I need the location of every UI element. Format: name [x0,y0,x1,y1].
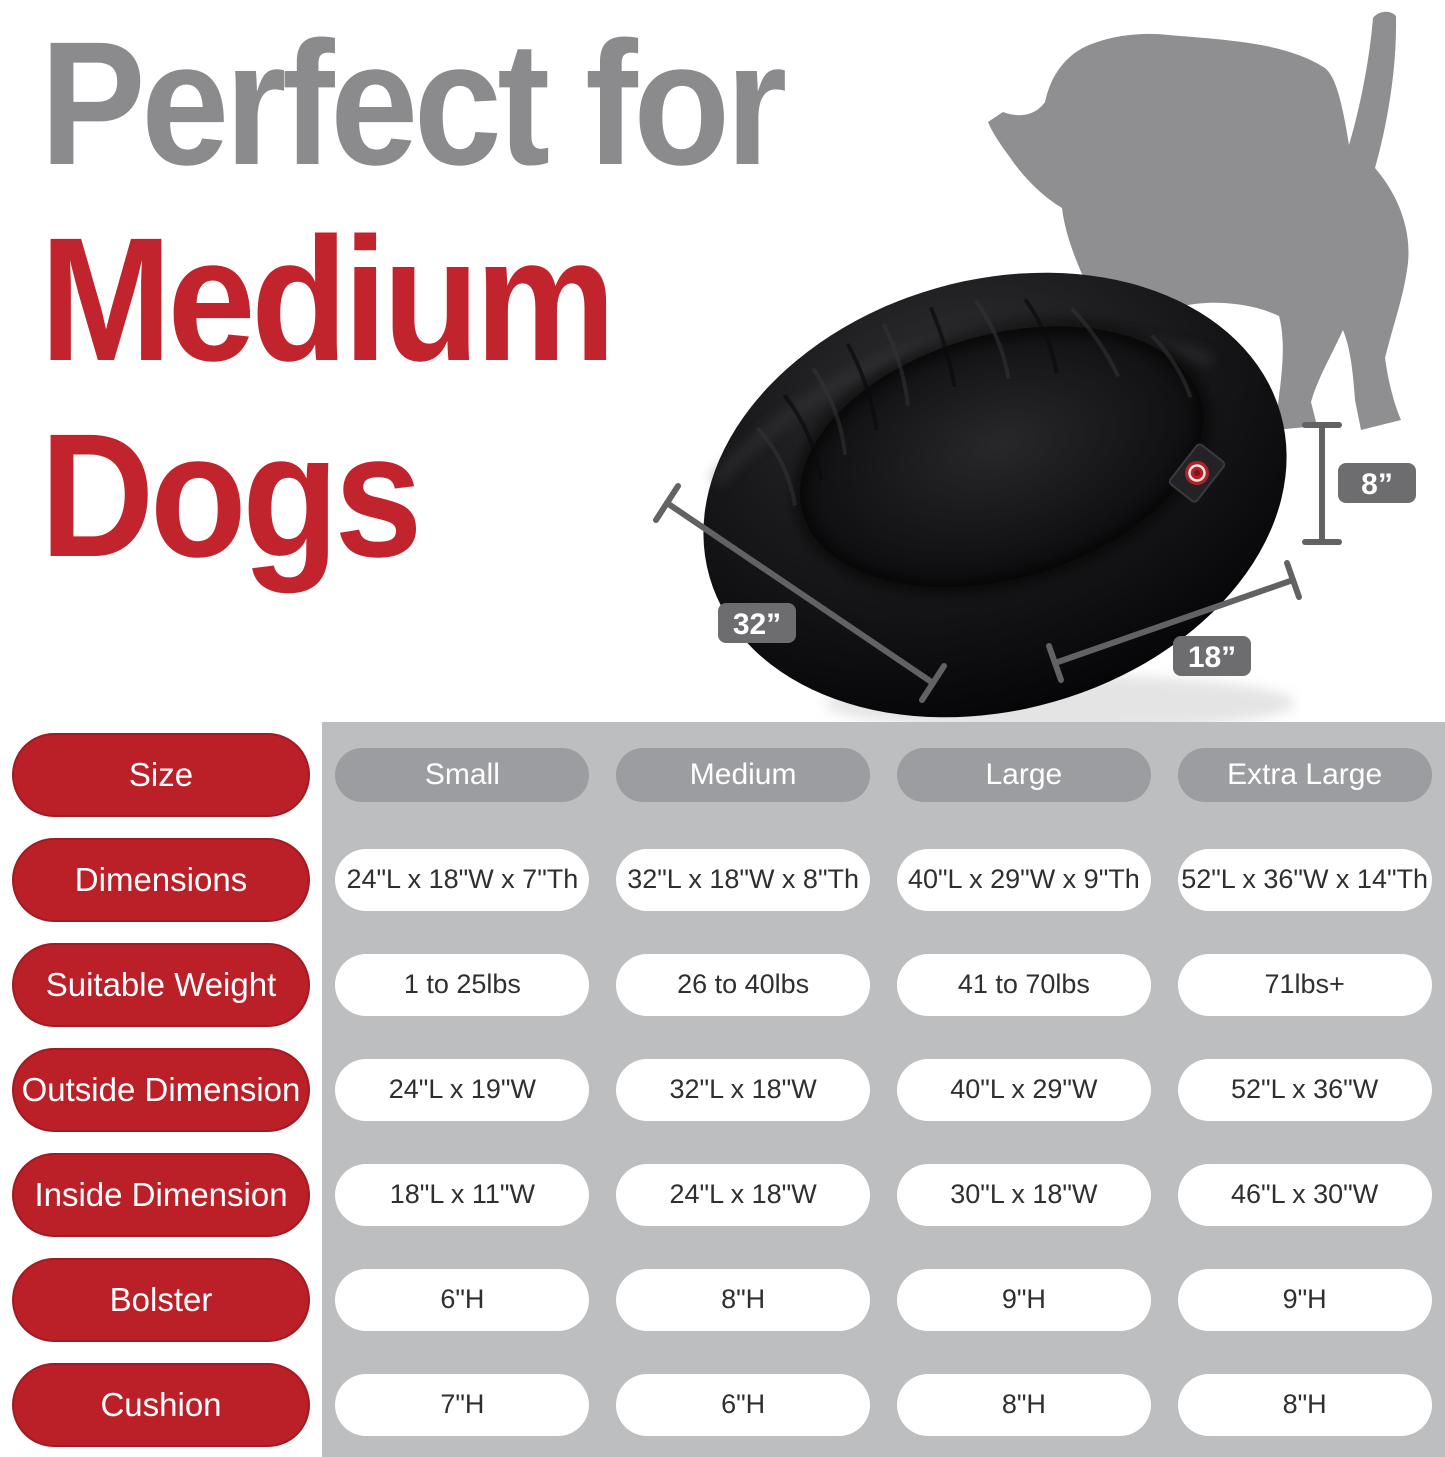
table-cell: 24"L x 18"W [616,1163,871,1226]
table-cell: 9"H [896,1268,1151,1331]
table-cell: 71lbs+ [1177,953,1432,1016]
headline-line-3: Dogs [40,398,423,594]
column-header-medium: Medium [616,747,871,802]
table-cell: 6"H [616,1373,871,1436]
table-cell: 30"L x 18"W [896,1163,1151,1226]
size-chart-grid: Size Small Medium Large Extra Large Dime… [0,722,1445,1457]
dimension-line-depth [1046,560,1302,683]
height-value: 8” [1361,468,1393,501]
table-cell: 24"L x 18"W x 7"Th [335,848,590,911]
dimension-label-depth: 18” [1173,636,1251,676]
row-label-outside-dimension: Outside Dimension [12,1047,310,1132]
table-cell: 6"H [335,1268,590,1331]
table-cell: 32"L x 18"W x 8"Th [616,848,871,911]
length-value: 32” [733,608,781,641]
table-cell: 40"L x 29"W [896,1058,1151,1121]
dog-bed-illustration [703,272,1295,731]
row-label-suitable-weight: Suitable Weight [12,942,310,1027]
dog-silhouette [988,11,1409,433]
table-cell: 8"H [616,1268,871,1331]
table-cell: 9"H [1177,1268,1432,1331]
headline-line-2: Medium [40,202,616,398]
column-header-extra-large: Extra Large [1177,747,1432,802]
table-cell: 41 to 70lbs [896,953,1151,1016]
column-header-large: Large [896,747,1151,802]
table-cell: 8"H [1177,1373,1432,1436]
bolster-creases [782,297,1059,481]
dog-ear-shape [1036,81,1090,193]
table-cell: 26 to 40lbs [616,953,871,1016]
brand-tag [1168,443,1226,503]
table-cell: 52"L x 36"W [1177,1058,1432,1121]
cushion-rim-shadow [792,319,1211,595]
bed-cushion [799,326,1204,588]
table-cell: 18"L x 11"W [335,1163,590,1226]
row-label-dimensions: Dimensions [12,837,310,922]
table-cell: 1 to 25lbs [335,953,590,1016]
row-label-inside-dimension: Inside Dimension [12,1152,310,1237]
dimension-label-length: 32” [718,603,796,643]
depth-value: 18” [1188,641,1236,674]
table-cell: 32"L x 18"W [616,1058,871,1121]
headline-line-1: Perfect for [40,6,787,202]
row-label-size: Size [12,732,310,817]
headline: Perfect for Medium Dogs [40,6,865,594]
table-cell: 8"H [896,1373,1151,1436]
bolster-wrinkles [755,299,1193,506]
table-cell: 24"L x 19"W [335,1058,590,1121]
table-cell: 40"L x 29"W x 9"Th [896,848,1151,911]
dog-body-shape [988,11,1409,433]
size-chart: Size Small Medium Large Extra Large Dime… [0,722,1445,1457]
table-cell: 52"L x 36"W x 14"Th [1177,848,1432,911]
dimension-label-height: 8” [1338,463,1416,503]
dimension-line-length [653,483,947,703]
row-label-cushion: Cushion [12,1362,310,1447]
table-cell: 7"H [335,1373,590,1436]
row-label-bolster: Bolster [12,1257,310,1342]
dimension-annotations: 32” 18” 8” [653,422,1416,703]
column-header-small: Small [335,747,590,802]
table-cell: 46"L x 30"W [1177,1163,1432,1226]
dimension-line-height [1302,422,1342,545]
